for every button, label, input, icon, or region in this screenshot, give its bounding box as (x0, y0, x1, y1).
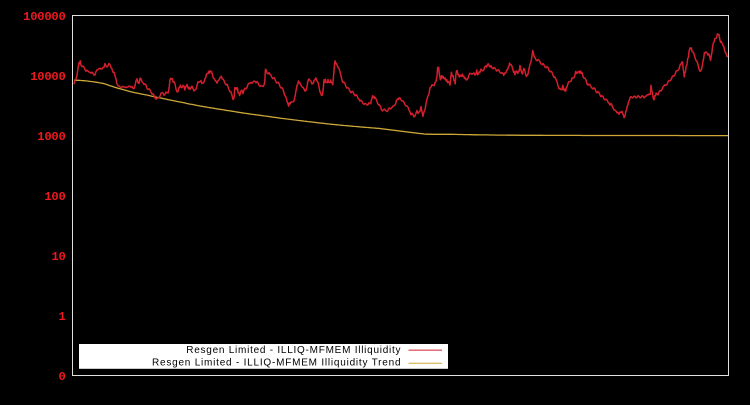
svg-text:10000: 10000 (30, 70, 65, 84)
svg-text:1: 1 (59, 310, 66, 324)
svg-text:10: 10 (51, 250, 65, 264)
svg-text:100000: 100000 (23, 10, 65, 24)
svg-text:0: 0 (59, 370, 66, 384)
svg-text:Resgen Limited - ILLIQ-MFMEM I: Resgen Limited - ILLIQ-MFMEM Illiquidity (186, 345, 401, 356)
svg-text:1000: 1000 (37, 130, 65, 144)
svg-text:Resgen Limited - ILLIQ-MFMEM I: Resgen Limited - ILLIQ-MFMEM Illiquidity… (152, 358, 401, 369)
svg-text:100: 100 (44, 190, 65, 204)
